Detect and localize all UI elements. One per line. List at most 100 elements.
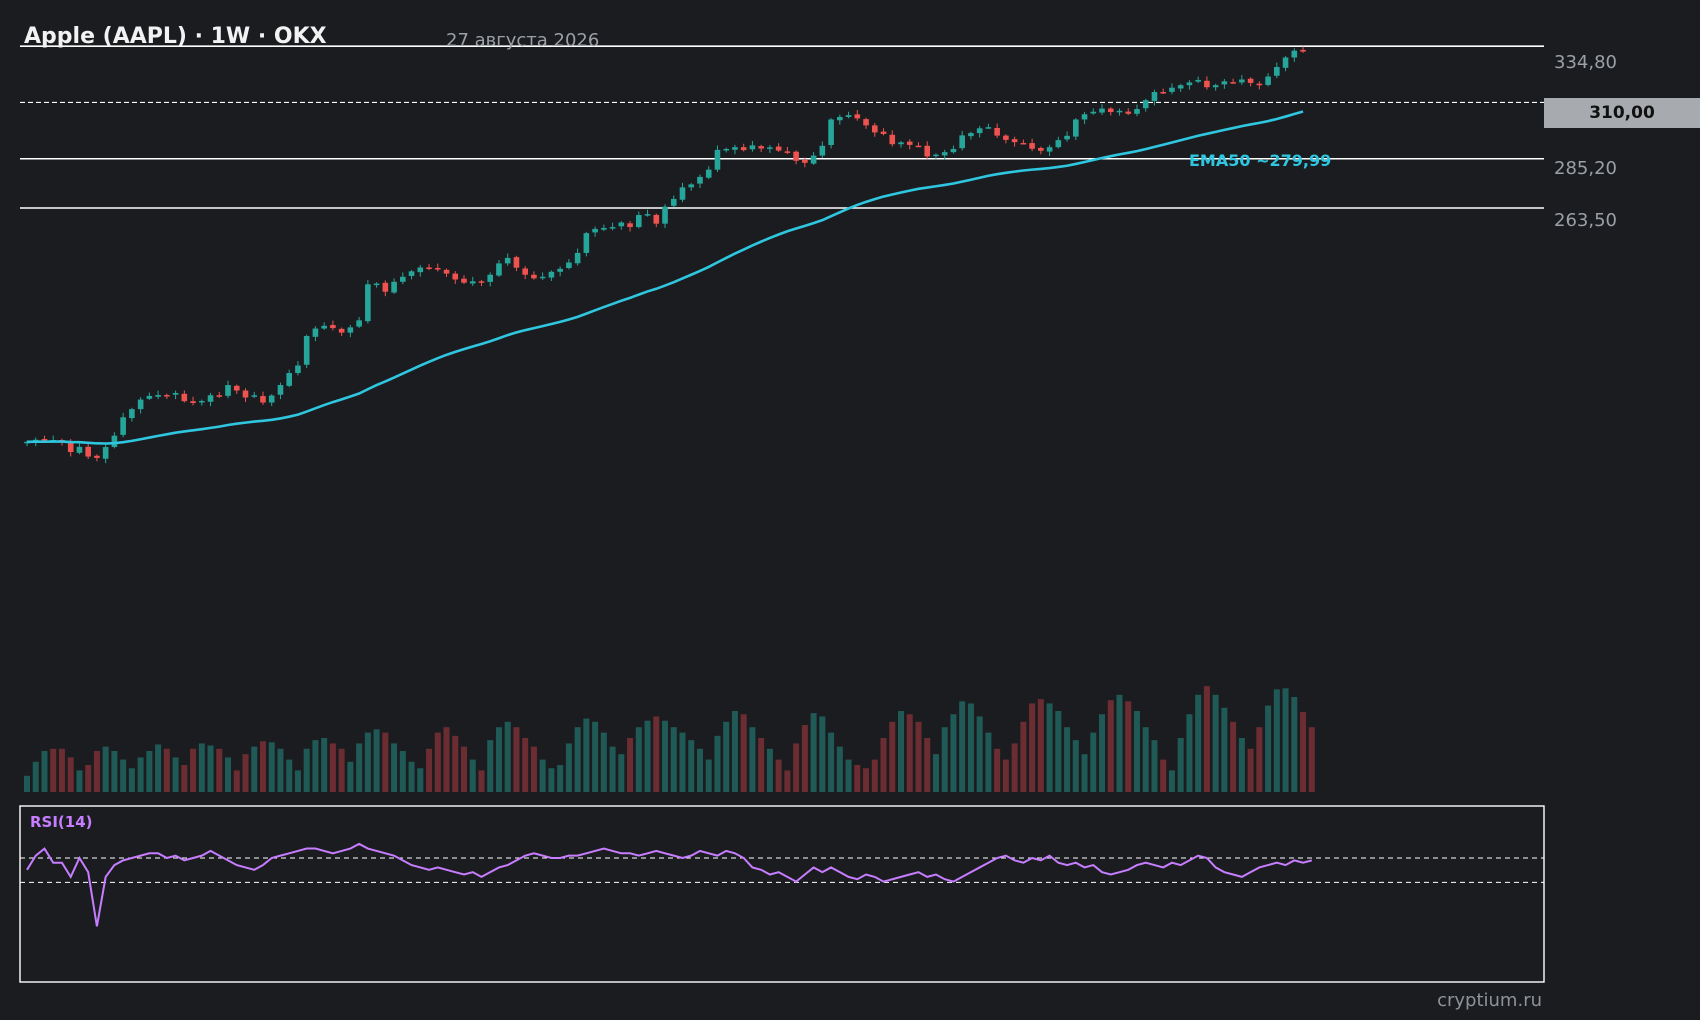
volume-bar (329, 743, 336, 792)
volume-bar (391, 743, 398, 792)
volume-bar (635, 727, 642, 792)
candle-body (880, 131, 887, 134)
candle-body (1186, 82, 1193, 86)
volume-bar (1072, 740, 1079, 792)
volume-bar (1177, 738, 1184, 792)
candle-body (793, 151, 799, 161)
candle-body (644, 214, 651, 216)
candle-body (129, 409, 135, 419)
volume-bar (146, 750, 153, 792)
volume-bar (67, 757, 74, 792)
candle-body (469, 281, 476, 284)
volume-bar (469, 759, 476, 792)
volume-bar (828, 732, 835, 792)
candle-body (697, 176, 703, 184)
volume-bar (225, 757, 232, 792)
candle-body (24, 441, 30, 444)
volume-bar (644, 720, 651, 792)
candle-body (1142, 100, 1149, 109)
volume-bar (1116, 694, 1123, 792)
volume-bar (723, 721, 730, 792)
candle-body (566, 262, 572, 269)
volume-bar (688, 740, 695, 792)
watermark-text: cryptium.ru (1437, 990, 1542, 1011)
volume-bar (967, 703, 974, 792)
volume-bar (976, 716, 983, 792)
volume-bar (1125, 701, 1132, 792)
candle-body (1116, 110, 1123, 113)
volume-bar (268, 742, 275, 792)
volume-bar (924, 738, 931, 792)
candle-body (627, 223, 633, 228)
candle-body (181, 393, 188, 402)
candle-body (915, 145, 922, 148)
candle-body (1212, 85, 1219, 88)
volume-bar (128, 768, 135, 792)
volume-bar (478, 770, 485, 792)
candle-body (111, 435, 118, 448)
volume-bar (994, 748, 1001, 792)
volume-bar (32, 761, 39, 792)
volume-bar (1308, 727, 1315, 792)
volume-bar (41, 750, 48, 792)
ema50-polyline (26, 110, 1304, 445)
volume-bar (1037, 699, 1044, 792)
candle-body (286, 373, 292, 386)
volume-bar (1186, 714, 1193, 792)
volume-bar (1238, 738, 1245, 792)
candle-body (837, 116, 843, 121)
candle-body (242, 390, 249, 398)
candle-body (950, 148, 957, 153)
volume-bar (85, 765, 92, 792)
volume-bar (58, 748, 65, 792)
volume-bar (382, 732, 389, 792)
volume-bar (915, 721, 922, 792)
candle-body (67, 441, 74, 453)
volume-bar (50, 748, 57, 792)
volume-bar (102, 746, 109, 792)
rsi-label: RSI(14) (30, 813, 93, 831)
volume-bar (93, 750, 100, 792)
candle-body (758, 146, 764, 149)
volume-bar (1107, 700, 1114, 792)
level-label-334-80: 334,80 (1554, 52, 1617, 73)
volume-bar (522, 738, 529, 792)
candle-body (985, 127, 992, 129)
candle-body (784, 151, 791, 153)
volume-bar (1099, 714, 1106, 792)
volume-bar (504, 721, 511, 792)
candle-body (767, 147, 773, 149)
candle-body (1029, 143, 1035, 149)
candle-body (1221, 81, 1228, 85)
candle-body (1239, 79, 1245, 83)
candle-body (906, 141, 913, 145)
candle-body (146, 395, 153, 399)
candle-body (1073, 119, 1079, 137)
candle-body (548, 271, 555, 278)
candle-body (522, 268, 528, 275)
candle-body (268, 395, 275, 403)
candle-body (1160, 92, 1166, 94)
volume-bar (959, 701, 966, 792)
candle-body (976, 128, 983, 134)
volume-bar (898, 711, 904, 792)
candle-body (714, 149, 721, 170)
candle-body (1125, 111, 1132, 114)
volume-bar (731, 711, 738, 792)
candle-body (496, 263, 502, 276)
volume-bar (399, 750, 406, 792)
candle-body (408, 271, 415, 276)
candle-body (321, 325, 327, 329)
candle-body (452, 273, 459, 280)
candle-body (539, 276, 546, 279)
candle-body (417, 267, 424, 273)
volume-bar (1055, 711, 1062, 792)
volume-bar (696, 748, 703, 792)
volume-bar (854, 765, 861, 792)
candle-body (76, 446, 83, 453)
candle-body (740, 147, 747, 151)
volume-bar (347, 761, 354, 792)
candle-body (1274, 67, 1280, 76)
candle-body (749, 145, 756, 150)
